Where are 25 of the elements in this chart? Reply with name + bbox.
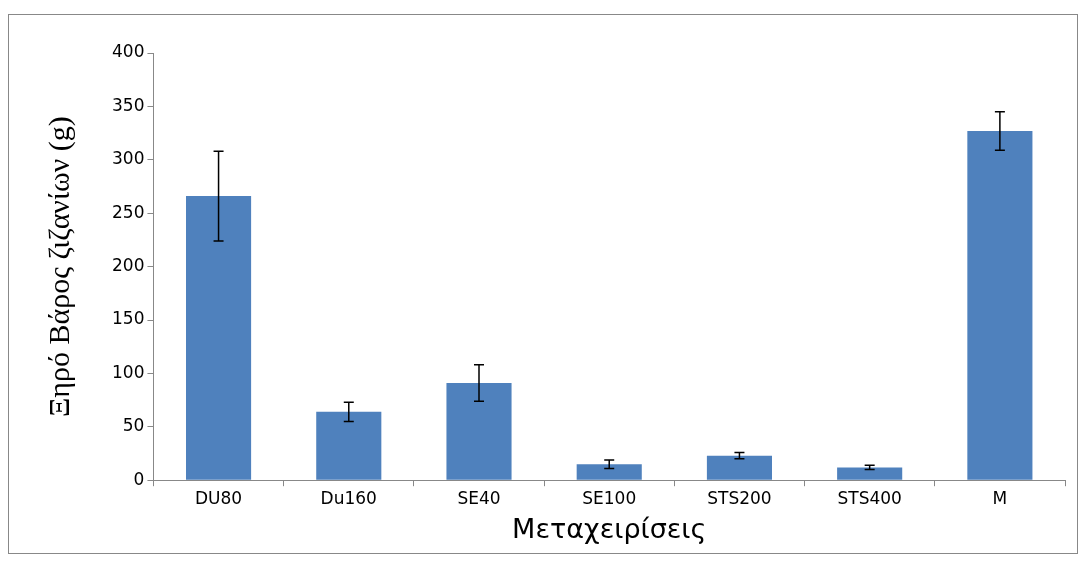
x-tick-label: SE100 bbox=[582, 487, 637, 508]
x-tick-label: STS400 bbox=[837, 487, 902, 508]
bar bbox=[186, 196, 252, 480]
y-tick-label: 0 bbox=[133, 468, 145, 489]
bar bbox=[967, 130, 1033, 480]
x-tick-label: SE40 bbox=[457, 487, 501, 508]
bar bbox=[837, 467, 903, 480]
bar bbox=[576, 464, 642, 480]
x-tick-label: Du160 bbox=[320, 487, 377, 508]
bar bbox=[706, 455, 772, 480]
y-tick-label: 150 bbox=[111, 308, 145, 329]
y-tick-label: 300 bbox=[111, 148, 145, 169]
x-tick-label: DU80 bbox=[194, 487, 243, 508]
x-tick-label: STS200 bbox=[707, 487, 772, 508]
bar bbox=[316, 411, 382, 480]
y-tick-label: 250 bbox=[111, 201, 145, 222]
y-tick-label: 200 bbox=[111, 255, 145, 276]
x-axis-title: Μεταχειρίσεις bbox=[512, 512, 707, 544]
y-tick-label: 350 bbox=[111, 94, 145, 115]
x-tick-label: M bbox=[992, 487, 1008, 508]
bar bbox=[446, 383, 512, 480]
y-tick-label: 400 bbox=[111, 41, 145, 62]
y-axis-title: Ξηρό Βάρος ζιζανίων (g) bbox=[41, 116, 76, 417]
y-tick-label: 50 bbox=[122, 415, 145, 436]
y-tick-label: 100 bbox=[111, 361, 145, 382]
